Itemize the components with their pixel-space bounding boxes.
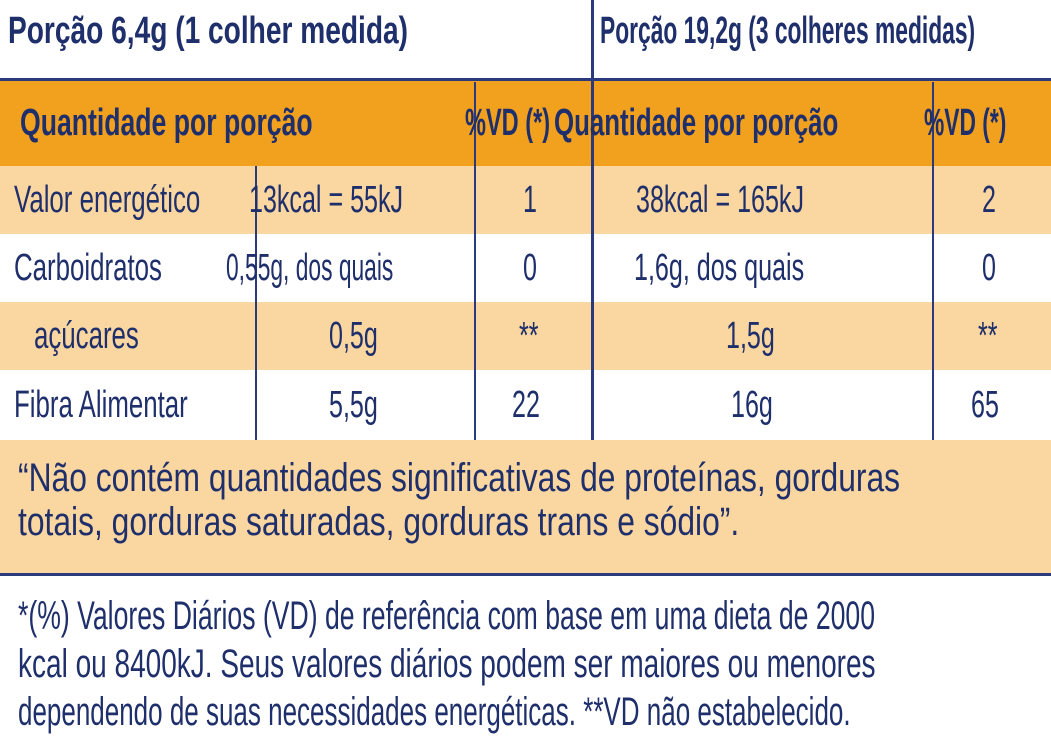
rule-bottom [0,573,1051,576]
row-energy-name: Valor energético [14,178,201,221]
row-sugars-name: açúcares [34,314,139,357]
row-carbs-name: Carboidratos [14,246,162,289]
row-carbs-vd-2: 0 [981,246,996,289]
row-fiber-name: Fibra Alimentar [14,383,188,426]
divider-name [255,166,257,440]
footnote: *(%) Valores Diários (VD) de referência … [18,594,876,734]
header-quantity-2: Quantidade por porção [553,101,839,144]
row-energy-vd-2: 2 [981,178,996,221]
row-sugars-amount-1: 0,5g [328,314,378,357]
portion-1-title: Porção 6,4g (1 colher medida) [8,10,409,52]
header-vd-2: %VD (*) [923,101,1007,144]
divider-vd1 [474,82,476,440]
header-quantity-1: Quantidade por porção [20,101,313,144]
row-carbs-amount-1: 0,55g, dos quais [226,246,394,289]
row-sugars-vd-2: ** [977,314,998,357]
row-energy-amount-2: 38kcal = 165kJ [635,178,804,221]
row-sugars-vd-1: ** [518,314,539,357]
row-fiber-vd-1: 22 [512,383,541,426]
row-fiber-amount-2: 16g [731,383,774,426]
row-fiber-amount-1: 5,5g [328,383,378,426]
row-fiber-vd-2: 65 [971,383,1000,426]
rule-top [0,78,1051,81]
portion-2-title: Porção 19,2g (3 colheres medidas) [600,10,976,52]
row-carbs-vd-1: 0 [522,246,537,289]
statement: “Não contém quantidades significativas d… [18,456,901,544]
header-band [0,80,1051,166]
statement-band [0,440,1051,574]
row-energy-amount-1: 13kcal = 55kJ [248,178,403,221]
divider-main [591,0,594,440]
header-vd-1: %VD (*) [464,101,550,144]
divider-vd2 [932,82,934,440]
row-sugars-amount-2: 1,5g [726,314,775,357]
row-energy-vd-1: 1 [522,178,537,221]
row-band-energy [0,166,1051,234]
row-carbs-amount-2: 1,6g, dos quais [634,246,805,289]
row-band-sugars [0,302,1051,370]
